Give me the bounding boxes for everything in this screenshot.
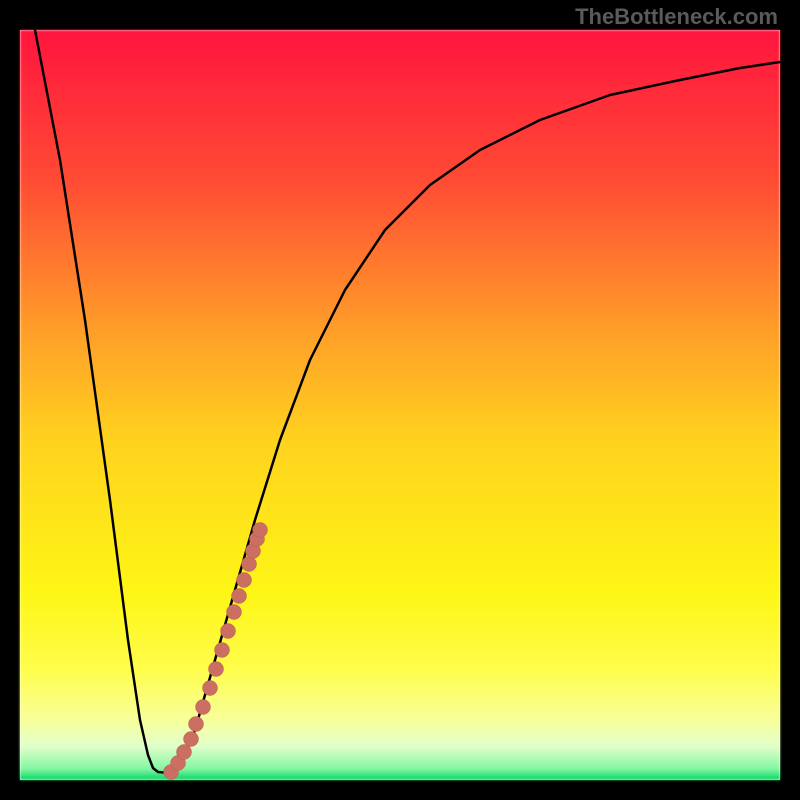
marker-point bbox=[215, 643, 230, 658]
marker-point bbox=[227, 605, 242, 620]
source-watermark: TheBottleneck.com bbox=[575, 4, 778, 30]
marker-point bbox=[203, 681, 218, 696]
bottleneck-curve bbox=[35, 30, 780, 773]
chart-svg-overlay bbox=[0, 0, 800, 800]
chart-area: TheBottleneck.com bbox=[0, 0, 800, 800]
marker-point bbox=[209, 662, 224, 677]
marker-point bbox=[253, 523, 268, 538]
highlighted-range-markers bbox=[164, 523, 268, 780]
marker-point bbox=[177, 745, 192, 760]
marker-point bbox=[232, 589, 247, 604]
marker-point bbox=[221, 624, 236, 639]
marker-point bbox=[242, 557, 257, 572]
marker-point bbox=[189, 717, 204, 732]
marker-point bbox=[184, 732, 199, 747]
marker-point bbox=[196, 700, 211, 715]
watermark-text: TheBottleneck.com bbox=[575, 4, 778, 29]
marker-point bbox=[237, 573, 252, 588]
